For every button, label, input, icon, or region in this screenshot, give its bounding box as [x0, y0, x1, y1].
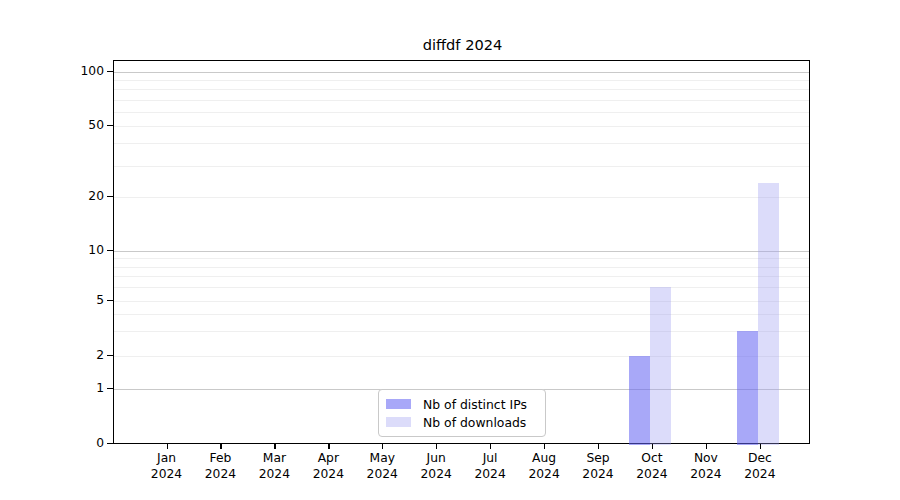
legend-swatch-distinct-ips — [386, 399, 411, 409]
x-tick-jun — [436, 444, 437, 449]
legend-row-distinct-ips: Nb of distinct IPs — [386, 397, 538, 412]
legend-row-downloads: Nb of downloads — [386, 415, 538, 430]
x-tick-label-jul: Jul 2024 — [459, 451, 521, 482]
minor-gridline-20 — [114, 197, 809, 198]
major-gridline-100 — [114, 72, 809, 73]
bar-nb-of-distinct-ips-oct — [629, 356, 650, 446]
x-tick-oct — [652, 444, 653, 449]
legend-label-downloads: Nb of downloads — [423, 415, 526, 430]
legend: Nb of distinct IPs Nb of downloads — [378, 389, 546, 437]
minor-gridline-2 — [114, 356, 809, 357]
minor-gridline-80 — [114, 89, 809, 90]
bar-nb-of-distinct-ips-dec — [737, 331, 758, 445]
legend-label-distinct-ips: Nb of distinct IPs — [423, 397, 527, 412]
x-tick-label-jun: Jun 2024 — [405, 451, 467, 482]
minor-gridline-60 — [114, 112, 809, 113]
y-tick-label-100: 100 — [40, 63, 104, 79]
x-tick-label-may: May 2024 — [351, 451, 413, 482]
y-tick-label-50: 50 — [40, 117, 104, 133]
bar-nb-of-downloads-dec — [758, 183, 780, 445]
y-tick-label-5: 5 — [40, 292, 104, 308]
minor-gridline-50 — [114, 126, 809, 127]
y-tick-100 — [107, 71, 113, 72]
minor-gridline-90 — [114, 80, 809, 81]
x-tick-mar — [274, 444, 275, 449]
y-tick-1 — [107, 388, 113, 389]
minor-gridline-4 — [114, 314, 809, 315]
x-tick-may — [382, 444, 383, 449]
x-tick-feb — [220, 444, 221, 449]
x-tick-label-apr: Apr 2024 — [297, 451, 359, 482]
download-stats-chart: diffdf 2024 0 1 2 5 10 20 50 100 Jan 2024Feb 202… — [0, 0, 900, 500]
x-tick-label-nov: Nov 2024 — [675, 451, 737, 482]
minor-gridline-6 — [114, 287, 809, 288]
y-tick-label-1: 1 — [40, 380, 104, 396]
minor-gridline-3 — [114, 331, 809, 332]
bar-nb-of-downloads-oct — [650, 287, 672, 445]
legend-swatch-downloads — [386, 417, 411, 427]
x-tick-sep — [598, 444, 599, 449]
y-tick-0 — [107, 443, 113, 444]
x-tick-label-oct: Oct 2024 — [621, 451, 683, 482]
y-tick-label-10: 10 — [40, 242, 104, 258]
x-tick-label-dec: Dec 2024 — [729, 451, 791, 482]
minor-gridline-5 — [114, 301, 809, 302]
chart-title: diffdf 2024 — [114, 36, 811, 53]
major-gridline-10 — [114, 251, 809, 252]
y-tick-10 — [107, 250, 113, 251]
x-tick-jul — [490, 444, 491, 449]
minor-gridline-7 — [114, 276, 809, 277]
y-tick-5 — [107, 300, 113, 301]
y-tick-2 — [107, 355, 113, 356]
y-tick-50 — [107, 125, 113, 126]
minor-gridline-40 — [114, 143, 809, 144]
y-tick-label-0: 0 — [40, 435, 104, 451]
x-tick-jan — [167, 444, 168, 449]
y-tick-20 — [107, 196, 113, 197]
x-tick-apr — [328, 444, 329, 449]
x-tick-label-aug: Aug 2024 — [513, 451, 575, 482]
x-tick-dec — [760, 444, 761, 449]
minor-gridline-8 — [114, 267, 809, 268]
minor-gridline-9 — [114, 258, 809, 259]
x-tick-aug — [544, 444, 545, 449]
x-tick-label-jan: Jan 2024 — [136, 451, 198, 482]
x-tick-label-mar: Mar 2024 — [243, 451, 305, 482]
x-tick-nov — [706, 444, 707, 449]
minor-gridline-30 — [114, 166, 809, 167]
x-tick-label-feb: Feb 2024 — [189, 451, 251, 482]
plot-area — [113, 60, 810, 444]
x-tick-label-sep: Sep 2024 — [567, 451, 629, 482]
minor-gridline-70 — [114, 100, 809, 101]
y-tick-label-2: 2 — [40, 347, 104, 363]
y-tick-label-20: 20 — [40, 188, 104, 204]
